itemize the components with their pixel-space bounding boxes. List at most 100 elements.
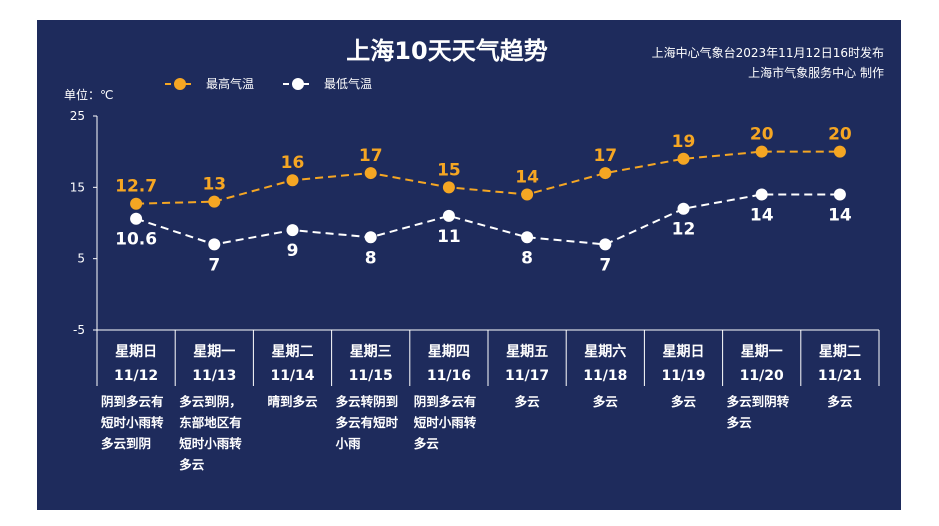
weather-description: 阴到多云有: [101, 394, 164, 409]
weather-description: 短时小雨转: [101, 415, 164, 430]
low-temp-point: [130, 212, 143, 225]
weather-description: 短时小雨转: [414, 415, 477, 430]
low-temp-point: [442, 209, 455, 222]
weekday-label: 星期二: [819, 344, 861, 360]
high-temp-label: 20: [828, 125, 852, 145]
chart-title: 上海10天天气趋势: [346, 37, 547, 65]
low-temp-label: 7: [599, 255, 611, 275]
weekday-label: 星期日: [115, 344, 157, 360]
weather-description: 多云转阴到: [336, 394, 399, 409]
series-layer: [130, 145, 846, 251]
y-tick-label: 5: [77, 252, 85, 266]
weekday-label: 星期四: [428, 344, 470, 360]
producer-line: 上海市气象服务中心 制作: [748, 65, 884, 80]
high-temp-point: [521, 188, 534, 201]
high-temp-label: 12.7: [115, 177, 157, 197]
weekday-label: 星期五: [506, 344, 548, 360]
unit-label: 单位：℃: [64, 87, 113, 102]
low-temp-point: [286, 224, 299, 237]
high-temp-label: 19: [672, 132, 696, 152]
low-temp-label: 8: [365, 248, 377, 268]
weekday-label: 星期一: [193, 344, 235, 360]
weather-description: 阴到多云有: [414, 394, 477, 409]
high-temp-point: [364, 167, 377, 180]
weekday-label: 星期二: [272, 344, 314, 360]
weather-description: 晴到多云: [267, 394, 318, 409]
weekday-label: 星期六: [584, 343, 626, 360]
weekday-label: 星期日: [663, 344, 705, 360]
weather-description: 多云: [515, 394, 541, 409]
low-temp-point: [364, 231, 377, 244]
publisher-line: 上海中心气象台2023年11月12日16时发布: [652, 45, 884, 60]
high-temp-point: [677, 152, 690, 165]
weekday-label: 星期一: [741, 344, 783, 360]
low-temp-label: 7: [208, 255, 220, 275]
high-temp-label: 13: [202, 175, 226, 195]
weather-description: 短时小雨转: [179, 436, 242, 451]
category-axis: 星期日 11/12 星期一 11/13 星期二 11/14 星期三 11/15 星期四 11/16…: [96, 330, 880, 386]
weather-description: 东部地区有: [179, 415, 242, 430]
date-label: 11/20: [740, 368, 784, 384]
weather-description: 多云: [827, 394, 853, 409]
y-tick-label: 15: [70, 180, 85, 194]
data-labels: 12.7 13 16 17 15 14 17 19 20 20 10.6 7 9 8 11 8 7 12 14 14: [115, 125, 852, 276]
high-temp-point: [208, 195, 221, 208]
high-temp-label: 16: [281, 153, 305, 173]
weather-description: 多云: [671, 394, 697, 409]
high-temp-point: [833, 145, 846, 158]
date-label: 11/21: [818, 368, 862, 384]
temperature-trend-chart: 上海10天天气趋势 上海中心气象台2023年11月12日16时发布 上海市气象服…: [64, 37, 884, 472]
low-temp-label: 11: [437, 227, 461, 247]
date-label: 11/14: [270, 368, 314, 384]
high-temp-point: [130, 197, 143, 210]
weather-description: 小雨: [335, 436, 362, 451]
weather-description: 多云到阴转: [727, 394, 790, 409]
low-temp-label: 10.6: [115, 230, 157, 250]
weather-trend-panel: 上海10天天气趋势 上海中心气象台2023年11月12日16时发布 上海市气象服…: [37, 20, 901, 510]
high-temp-label: 17: [593, 146, 617, 166]
low-temp-point: [833, 188, 846, 201]
date-label: 11/17: [505, 368, 549, 384]
low-temp-line: [135, 193, 840, 246]
date-label: 11/15: [349, 368, 393, 384]
low-temp-label: 14: [828, 205, 852, 225]
high-temp-label: 17: [359, 146, 383, 166]
legend-low-label: 最低气温: [324, 76, 372, 91]
legend-low-marker: [292, 78, 304, 90]
high-temp-point: [286, 174, 299, 187]
date-label: 11/12: [114, 368, 158, 384]
high-temp-point: [442, 181, 455, 194]
low-temp-label: 14: [750, 205, 774, 225]
weather-description: 多云到阴，: [179, 394, 242, 409]
high-temp-line: [136, 150, 840, 205]
weather-description: 多云: [727, 415, 753, 430]
weather-description: 多云: [179, 457, 205, 472]
weather-description: 多云有短时: [336, 415, 399, 430]
weekday-label: 星期三: [350, 344, 392, 360]
low-temp-point: [755, 188, 768, 201]
y-tick-label: -5: [73, 323, 85, 337]
high-temp-label: 15: [437, 160, 461, 180]
high-temp-point: [599, 167, 612, 180]
low-temp-label: 12: [672, 220, 696, 240]
date-label: 11/18: [583, 368, 627, 384]
low-temp-point: [677, 202, 690, 215]
weather-description: 多云: [414, 436, 440, 451]
high-temp-label: 14: [515, 167, 539, 187]
low-temp-label: 9: [287, 241, 299, 261]
date-label: 11/16: [427, 368, 471, 384]
high-temp-point: [755, 145, 768, 158]
low-temp-point: [208, 238, 221, 251]
weather-description: 多云到阴: [101, 436, 151, 451]
date-label: 11/19: [661, 368, 705, 384]
legend: 最高气温 最低气温: [165, 76, 372, 91]
weather-description: 多云: [593, 394, 619, 409]
y-tick-label: 25: [70, 109, 85, 123]
date-label: 11/13: [192, 368, 236, 384]
legend-high-marker: [174, 78, 186, 90]
low-temp-label: 8: [521, 248, 533, 268]
high-temp-label: 20: [750, 125, 774, 145]
legend-high-label: 最高气温: [206, 76, 254, 91]
low-temp-point: [599, 238, 612, 251]
